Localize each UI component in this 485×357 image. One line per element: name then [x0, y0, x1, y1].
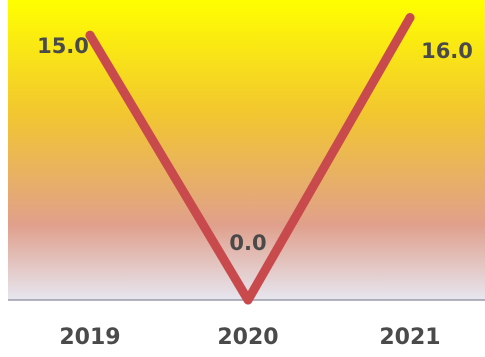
data-point-2021: [405, 13, 415, 23]
x-tick-label-2019: 2019: [59, 325, 120, 350]
data-label-layer: 15.0 0.0 16.0: [37, 34, 473, 255]
data-point-2019: [85, 30, 95, 40]
series-layer: [85, 13, 415, 305]
data-label-2019: 15.0: [37, 34, 89, 58]
data-point-2020: [243, 295, 253, 305]
data-label-2020: 0.0: [229, 231, 266, 255]
x-tick-label-2020: 2020: [217, 325, 278, 350]
plot-background: [8, 0, 485, 300]
data-label-2021: 16.0: [421, 39, 473, 63]
x-tick-label-2021: 2021: [379, 325, 440, 350]
x-tick-layer: 2019 2020 2021: [59, 325, 440, 350]
